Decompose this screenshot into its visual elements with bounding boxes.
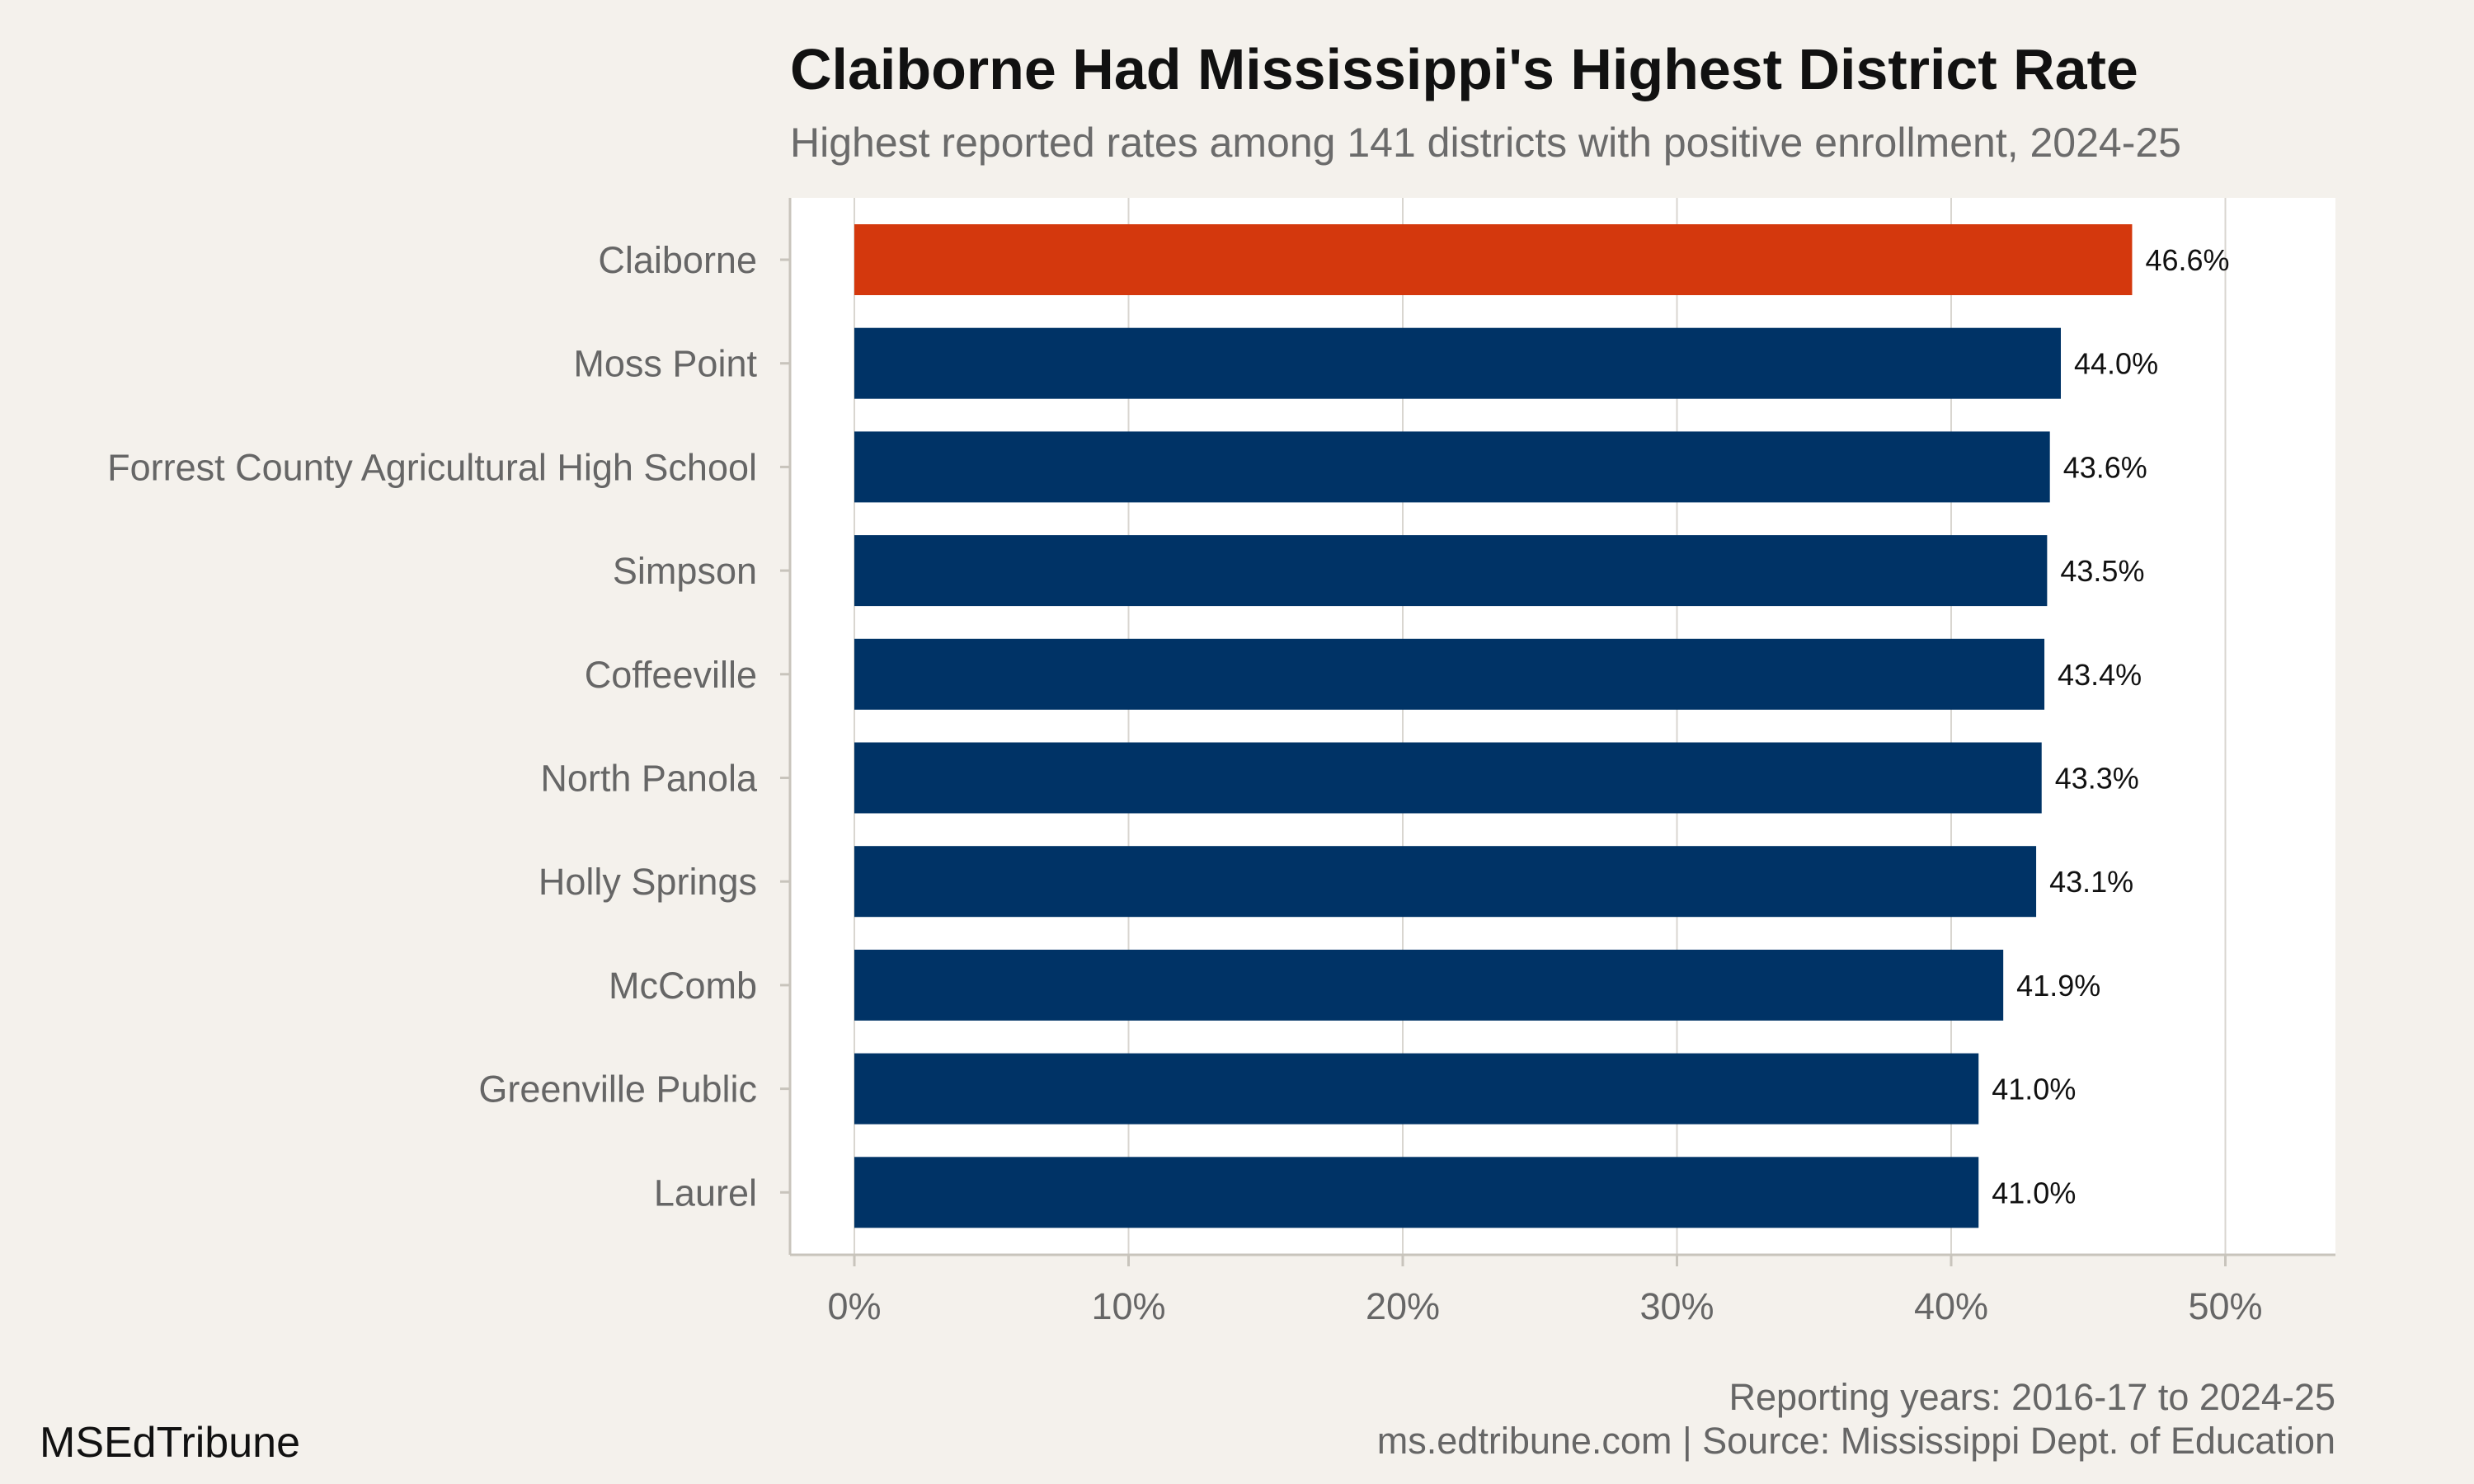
bar-value-label: 43.5% — [2060, 554, 2144, 588]
bar — [854, 431, 2050, 503]
bar — [854, 638, 2045, 710]
bar-value-label: 43.4% — [2058, 658, 2142, 692]
category-label: Simpson — [613, 550, 757, 592]
chart-subtitle: Highest reported rates among 141 distric… — [790, 120, 2181, 166]
bar-value-label: 41.0% — [1992, 1176, 2076, 1209]
category-label: McComb — [609, 965, 757, 1007]
bar — [854, 949, 2004, 1021]
caption-reporting-years: Reporting years: 2016-17 to 2024-25 — [1729, 1376, 2336, 1418]
x-tick-label: 50% — [2188, 1285, 2262, 1327]
category-labels: Claiborne Moss Point Forrest County Agricu… — [107, 239, 758, 1214]
bar — [854, 1157, 1979, 1228]
category-label: Claiborne — [598, 239, 757, 281]
bars — [854, 224, 2133, 1228]
value-labels: 46.6% 44.0% 43.6% 43.5% 43.4% 43.3% 43.1% 41.9%… — [1992, 243, 2229, 1209]
category-label: Holly Springs — [539, 861, 757, 903]
chart-title: Claiborne Had Mississippi's Highest Dist… — [790, 37, 2138, 101]
category-label: Forrest County Agricultural High School — [107, 446, 757, 488]
category-label: Laurel — [654, 1172, 757, 1214]
bar-value-label: 41.0% — [1992, 1073, 2076, 1106]
bar-value-label: 41.9% — [2016, 969, 2100, 1003]
bar-value-label: 46.6% — [2145, 243, 2229, 277]
bar-value-label: 44.0% — [2074, 347, 2158, 381]
category-label: Moss Point — [573, 343, 757, 385]
bar-value-label: 43.3% — [2055, 762, 2139, 796]
bar — [854, 846, 2037, 918]
x-tick-label: 0% — [827, 1285, 881, 1327]
bar-value-label: 43.6% — [2063, 450, 2147, 484]
bar — [854, 1053, 1979, 1125]
bar-highlighted — [854, 224, 2133, 295]
category-label: Greenville Public — [478, 1068, 757, 1111]
x-tick-labels: 0% 10% 20% 30% 40% 50% — [827, 1285, 2262, 1327]
x-tick-label: 20% — [1366, 1285, 1440, 1327]
x-tick-label: 30% — [1639, 1285, 1714, 1327]
axes — [780, 198, 2335, 1256]
x-tick-label: 10% — [1091, 1285, 1165, 1327]
bar-value-label: 43.1% — [2049, 865, 2133, 899]
bar — [854, 327, 2061, 399]
brand-logo-text: MSEdTribune — [40, 1419, 300, 1467]
caption-source: ms.edtribune.com | Source: Mississippi D… — [1377, 1420, 2335, 1462]
category-label: North Panola — [540, 758, 758, 800]
bar — [854, 742, 2042, 814]
x-tick-label: 40% — [1914, 1285, 1988, 1327]
bar — [854, 535, 2048, 607]
category-label: Coffeeville — [585, 654, 757, 696]
